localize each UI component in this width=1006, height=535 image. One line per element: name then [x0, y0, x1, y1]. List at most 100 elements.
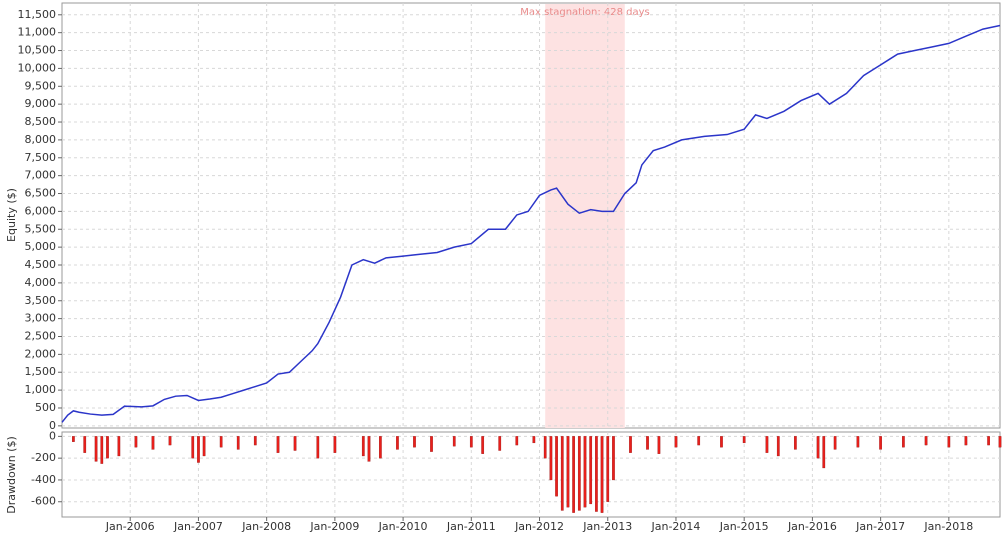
- y-axis-label: Drawdown ($): [5, 436, 18, 514]
- drawdown-bar: [612, 436, 615, 481]
- y-tick-label: 5,500: [25, 222, 57, 235]
- drawdown-bar: [964, 436, 968, 446]
- drawdown-bar: [396, 436, 399, 450]
- drawdown-bar: [879, 436, 882, 450]
- y-tick-label: 10,500: [18, 44, 57, 57]
- y-tick-label: 1,000: [25, 383, 57, 396]
- x-tick-label: Jan-2006: [105, 520, 155, 533]
- equity-plot-area: [61, 2, 1001, 429]
- drawdown-bar: [822, 436, 826, 469]
- y-tick-label: 4,000: [25, 276, 57, 289]
- drawdown-bar: [589, 436, 593, 505]
- drawdown-bar: [94, 436, 98, 462]
- drawdown-bar: [646, 436, 649, 450]
- y-tick-label: 9,500: [25, 79, 57, 92]
- drawdown-bar: [100, 436, 104, 464]
- drawdown-bar: [106, 436, 109, 459]
- y-tick-label: 11,000: [18, 26, 57, 39]
- y-tick-label: 11,500: [18, 8, 57, 21]
- drawdown-bar: [543, 436, 547, 459]
- stagnation-shade: [545, 4, 625, 428]
- x-tick-label: Jan-2016: [787, 520, 837, 533]
- annotation-label: Max stagnation: 428 days: [520, 7, 650, 18]
- drawdown-bar: [253, 436, 257, 446]
- y-tick-label: 3,500: [25, 294, 57, 307]
- y-tick-label: 8,000: [25, 133, 57, 146]
- drawdown-bar: [202, 436, 206, 457]
- drawdown-bar: [947, 436, 951, 448]
- y-tick-label: 7,500: [25, 151, 57, 164]
- drawdown-bar: [117, 436, 121, 457]
- drawdown-bar: [697, 436, 701, 446]
- y-tick-label: 8,500: [25, 115, 57, 128]
- x-tick-label: Jan-2014: [651, 520, 701, 533]
- drawdown-bar: [600, 436, 604, 513]
- drawdown-bar: [765, 436, 769, 453]
- y-tick-label: 4,500: [25, 258, 57, 271]
- y-tick-label: -400: [31, 473, 56, 486]
- drawdown-bar: [361, 436, 365, 457]
- y-tick-label: 6,500: [25, 187, 57, 200]
- drawdown-bar: [236, 436, 240, 450]
- drawdown-bar: [293, 436, 297, 451]
- y-tick-label: 0: [49, 419, 56, 432]
- y-tick-label: -200: [31, 451, 56, 464]
- y-axis-label: Equity ($): [5, 188, 18, 242]
- drawdown-bar: [572, 436, 575, 513]
- x-tick-label: Jan-2017: [855, 520, 905, 533]
- x-tick-label: Jan-2007: [173, 520, 223, 533]
- drawdown-plot-area: [61, 431, 1001, 518]
- drawdown-bar: [555, 436, 558, 497]
- y-tick-label: 10,000: [18, 61, 57, 74]
- drawdown-bar: [742, 436, 746, 444]
- drawdown-bar: [469, 436, 473, 448]
- y-tick-label: 1,500: [25, 365, 57, 378]
- y-tick-label: 6,000: [25, 204, 57, 217]
- drawdown-bar: [816, 436, 820, 459]
- drawdown-bar: [498, 436, 502, 451]
- y-tick-label: -600: [31, 495, 56, 508]
- drawdown-bar: [515, 436, 519, 446]
- drawdown-bar: [924, 436, 928, 446]
- drawdown-bar: [987, 436, 990, 446]
- y-tick-label: 0: [49, 429, 56, 442]
- drawdown-bar: [606, 436, 610, 502]
- drawdown-bar: [333, 436, 337, 453]
- drawdown-bar: [367, 436, 371, 462]
- drawdown-bar: [219, 436, 223, 448]
- y-tick-label: 2,500: [25, 329, 57, 342]
- y-tick-label: 3,000: [25, 312, 57, 325]
- drawdown-bar: [413, 436, 416, 448]
- drawdown-bar: [720, 436, 723, 448]
- drawdown-bar: [560, 436, 564, 511]
- drawdown-bar: [549, 436, 553, 481]
- x-tick-label: Jan-2008: [241, 520, 291, 533]
- drawdown-bar: [793, 436, 797, 450]
- drawdown-bar: [674, 436, 678, 448]
- x-tick-label: Jan-2015: [719, 520, 769, 533]
- drawdown-bar: [276, 436, 280, 453]
- y-tick-label: 2,000: [25, 347, 57, 360]
- y-tick-label: 5,000: [25, 240, 57, 253]
- drawdown-bar: [566, 436, 570, 508]
- y-tick-label: 9,000: [25, 97, 57, 110]
- drawdown-bar: [998, 436, 1002, 448]
- drawdown-bar: [191, 436, 195, 459]
- y-tick-label: 7,000: [25, 169, 57, 182]
- drawdown-bar: [168, 436, 172, 446]
- y-tick-label: 500: [35, 401, 56, 414]
- x-tick-label: Jan-2010: [378, 520, 428, 533]
- drawdown-bar: [577, 436, 581, 511]
- x-tick-label: Jan-2013: [582, 520, 632, 533]
- x-tick-label: Jan-2012: [514, 520, 564, 533]
- drawdown-bar: [776, 436, 780, 457]
- drawdown-bar: [657, 436, 661, 454]
- drawdown-bar: [197, 436, 200, 463]
- drawdown-bar: [134, 436, 138, 448]
- drawdown-bar: [481, 436, 485, 454]
- drawdown-bar: [430, 436, 433, 452]
- equity-line: [61, 24, 1001, 423]
- drawdown-bar: [83, 436, 87, 453]
- x-tick-label: Jan-2011: [446, 520, 496, 533]
